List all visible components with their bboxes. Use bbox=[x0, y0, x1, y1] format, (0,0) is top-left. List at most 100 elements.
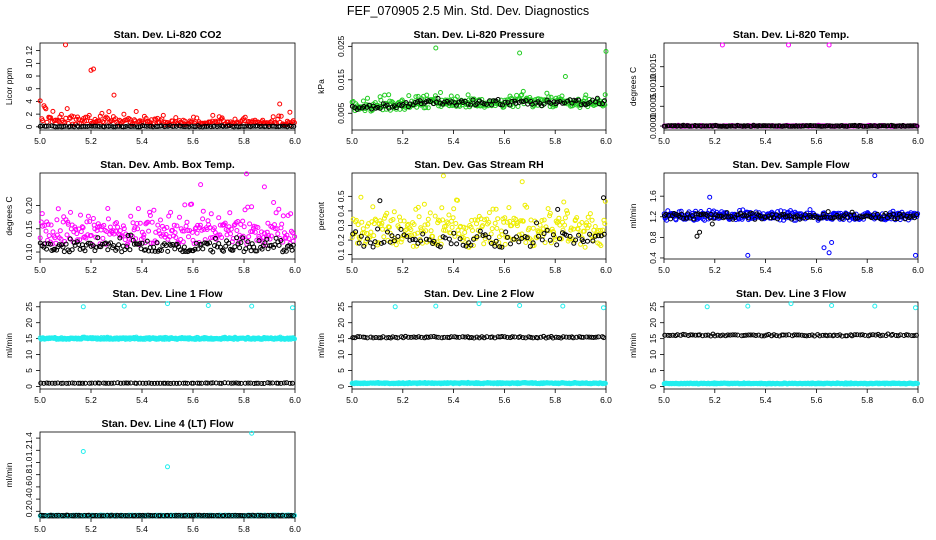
data-point bbox=[114, 220, 119, 226]
data-point bbox=[662, 332, 668, 338]
data-point bbox=[541, 217, 547, 223]
data-point bbox=[585, 225, 591, 231]
data-point bbox=[249, 430, 255, 436]
data-point bbox=[172, 246, 178, 252]
data-point bbox=[48, 222, 54, 228]
data-point bbox=[544, 90, 550, 96]
data-point bbox=[128, 213, 134, 219]
x-tick-label: 5.2 bbox=[709, 136, 721, 146]
data-point bbox=[407, 101, 413, 107]
data-point bbox=[761, 333, 767, 339]
data-point bbox=[80, 380, 86, 386]
data-point bbox=[557, 222, 563, 228]
data-point bbox=[133, 109, 139, 114]
data-point bbox=[200, 246, 206, 252]
data-point bbox=[749, 210, 755, 216]
data-point bbox=[877, 333, 883, 339]
data-point bbox=[171, 123, 177, 129]
data-point bbox=[89, 123, 95, 129]
x-tick-label: 5.0 bbox=[346, 265, 358, 275]
data-point bbox=[171, 222, 177, 228]
y-tick-label: 0.4 bbox=[24, 493, 34, 505]
series-2 bbox=[661, 122, 920, 129]
data-point bbox=[829, 303, 835, 308]
data-point bbox=[500, 102, 505, 108]
data-point bbox=[50, 229, 56, 235]
data-point bbox=[106, 380, 111, 386]
data-point bbox=[592, 233, 598, 239]
data-point bbox=[567, 236, 573, 242]
data-point bbox=[555, 206, 561, 212]
data-point bbox=[178, 123, 184, 129]
data-point bbox=[91, 513, 97, 519]
data-point bbox=[197, 124, 203, 130]
data-point bbox=[117, 513, 123, 519]
data-point bbox=[241, 224, 247, 230]
panel-9: Stan. Dev. Line 3 Flow ml/min 5.0 5.2 5.4 5.6… bbox=[628, 288, 924, 405]
data-point bbox=[58, 111, 64, 117]
data-point bbox=[216, 215, 222, 221]
data-point bbox=[179, 228, 185, 234]
data-point bbox=[78, 229, 84, 235]
data-point bbox=[756, 332, 762, 338]
data-point bbox=[555, 99, 560, 105]
data-point bbox=[46, 233, 52, 239]
data-point bbox=[283, 248, 289, 254]
data-point bbox=[205, 303, 211, 308]
panel-6: Stan. Dev. Sample Flow ml/min 5.0 5.2 5.4 5.6… bbox=[628, 159, 924, 275]
data-point bbox=[355, 222, 361, 228]
x-tick-label: 5.4 bbox=[136, 395, 148, 405]
data-point bbox=[57, 228, 63, 234]
data-point bbox=[381, 239, 387, 245]
data-point bbox=[554, 242, 560, 248]
data-point bbox=[470, 228, 475, 233]
data-point bbox=[260, 117, 266, 123]
data-point bbox=[50, 108, 56, 114]
data-point bbox=[829, 240, 835, 245]
data-point bbox=[418, 238, 424, 244]
data-point bbox=[440, 173, 446, 179]
y-tick-label: 0.005 bbox=[336, 102, 346, 124]
data-point bbox=[56, 512, 62, 518]
data-point bbox=[46, 380, 52, 386]
data-point bbox=[750, 332, 756, 338]
data-point bbox=[156, 228, 162, 234]
data-point bbox=[418, 334, 424, 340]
panel-title: Stan. Dev. Line 3 Flow bbox=[736, 288, 847, 300]
data-point bbox=[260, 513, 266, 519]
data-point bbox=[373, 335, 379, 340]
data-point bbox=[556, 335, 561, 340]
data-point bbox=[189, 229, 195, 235]
data-point bbox=[360, 226, 366, 232]
data-point bbox=[205, 123, 211, 129]
data-point bbox=[183, 223, 189, 229]
data-point bbox=[173, 235, 179, 240]
data-point bbox=[107, 224, 113, 230]
data-point bbox=[796, 332, 802, 338]
data-point bbox=[412, 231, 418, 237]
data-point bbox=[364, 231, 370, 236]
data-point bbox=[481, 241, 487, 247]
data-point bbox=[503, 229, 509, 235]
data-point bbox=[280, 213, 286, 219]
data-point bbox=[80, 304, 86, 310]
data-point bbox=[267, 380, 273, 386]
data-point bbox=[142, 123, 148, 129]
data-point bbox=[135, 513, 141, 519]
data-point bbox=[439, 335, 445, 341]
data-point bbox=[165, 380, 171, 386]
data-point bbox=[61, 124, 67, 129]
data-point bbox=[53, 124, 58, 130]
data-point bbox=[379, 220, 385, 226]
y-tick-label: 20 bbox=[648, 318, 658, 328]
data-point bbox=[248, 124, 254, 130]
data-point bbox=[455, 197, 460, 203]
y-tick-label: 5 bbox=[648, 368, 658, 373]
data-point bbox=[122, 513, 128, 519]
data-point bbox=[284, 232, 290, 238]
data-point bbox=[176, 512, 182, 518]
x-tick-label: 5.8 bbox=[238, 136, 250, 146]
data-point bbox=[215, 119, 221, 125]
data-point bbox=[146, 380, 152, 386]
data-point bbox=[580, 334, 586, 340]
